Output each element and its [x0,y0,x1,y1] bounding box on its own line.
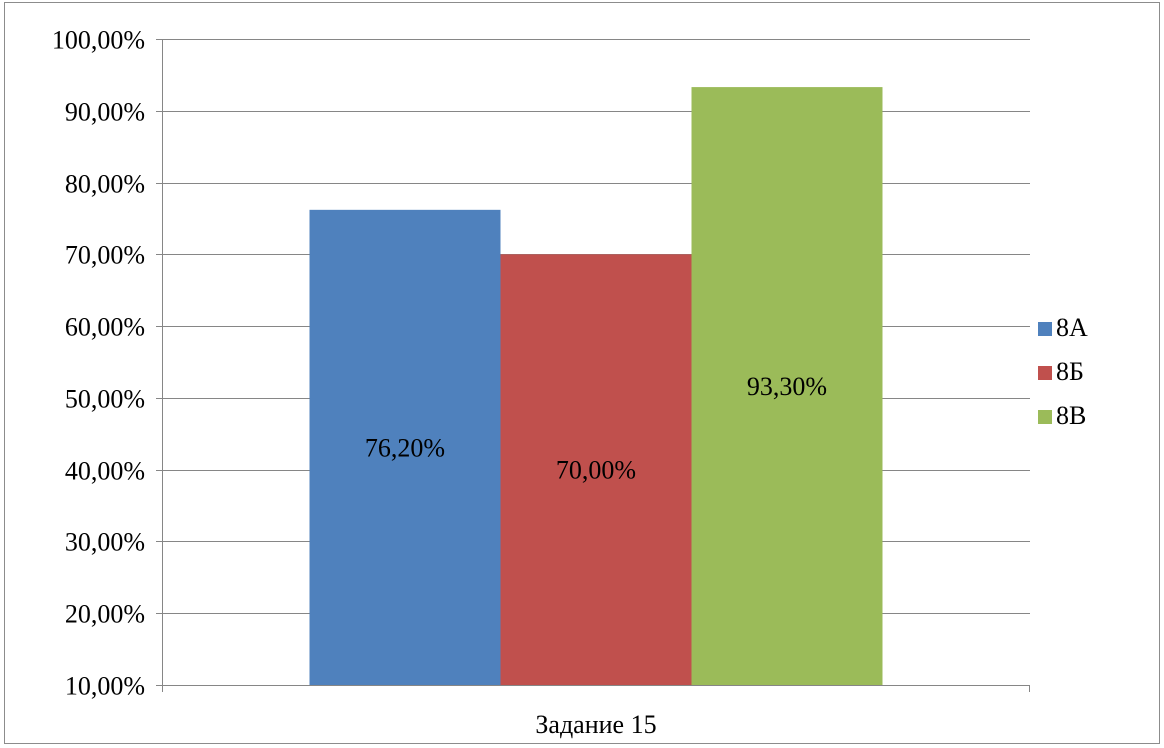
legend-swatch-3 [1038,410,1052,424]
axes: 10,00% 20,00% 30,00% 40,00% 50,00% 60,00% 70,0… [52,26,1030,739]
legend: 8А 8Б 8В [1038,313,1088,430]
data-label-3: 93,30% [747,372,827,401]
y-tick-label: 30,00% [65,528,145,557]
legend-swatch-1 [1038,322,1052,336]
chart-frame: 10,00% 20,00% 30,00% 40,00% 50,00% 60,00% 70,0… [4,2,1160,744]
y-tick-label: 50,00% [65,385,145,414]
legend-swatch-2 [1038,366,1052,380]
y-tick-label: 80,00% [65,170,145,199]
legend-label-1: 8А [1056,313,1088,342]
bar-1 [309,209,501,685]
data-label-2: 70,00% [556,456,636,485]
y-tick-label: 40,00% [65,457,145,486]
y-tick-label: 70,00% [65,241,145,270]
legend-label-2: 8Б [1056,357,1084,386]
data-label-1: 76,20% [365,433,445,462]
bar-3 [691,87,883,685]
y-tick-label: 10,00% [65,672,145,701]
legend-label-3: 8В [1056,401,1086,430]
bar-2 [500,254,692,686]
x-category-label: Задание 15 [535,710,656,739]
y-tick-label: 90,00% [65,98,145,127]
y-tick-label: 100,00% [52,26,145,55]
y-tick-label: 20,00% [65,600,145,629]
data-labels: 76,20% 70,00% 93,30% [365,372,827,485]
y-tick-label: 60,00% [65,313,145,342]
bar-chart: 10,00% 20,00% 30,00% 40,00% 50,00% 60,00% 70,0… [52,26,1088,740]
bars [309,87,883,686]
